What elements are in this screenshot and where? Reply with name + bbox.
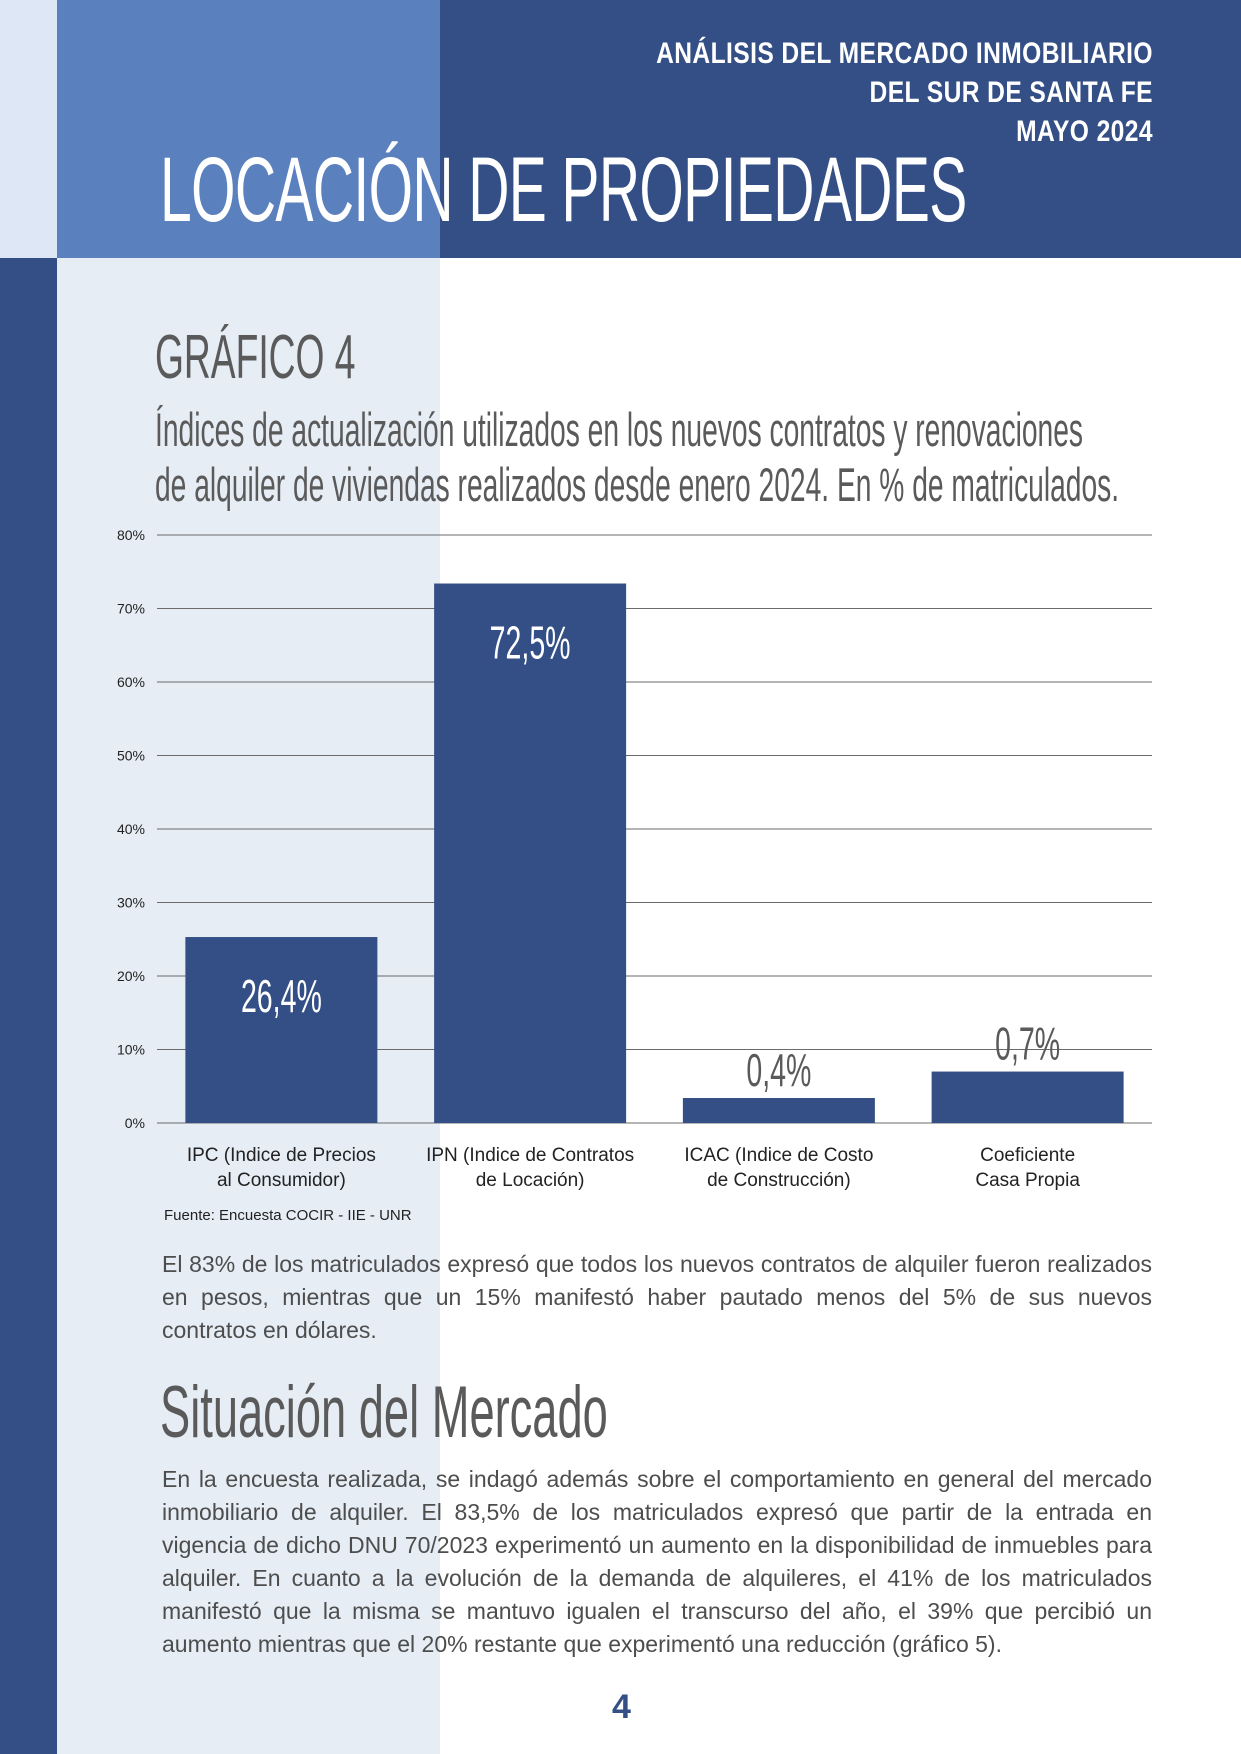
y-tick-label: 0% — [125, 1115, 145, 1131]
chart-source: Fuente: Encuesta COCIR - IIE - UNR — [164, 1207, 412, 1224]
page-number: 4 — [612, 1688, 631, 1726]
x-category-label: de Locación) — [476, 1170, 585, 1191]
y-tick-label: 20% — [117, 968, 145, 984]
left-strip — [0, 0, 57, 1754]
y-tick-label: 10% — [117, 1042, 145, 1058]
y-tick-label: 70% — [117, 601, 145, 617]
x-category-label: IPN (Indice de Contratos — [426, 1145, 634, 1166]
document-header: ANÁLISIS DEL MERCADO INMOBILIARIO DEL SU… — [656, 34, 1153, 151]
y-tick-label: 30% — [117, 895, 145, 911]
y-tick-label: 60% — [117, 674, 145, 690]
bar-value-label: 72,5% — [490, 618, 571, 670]
bar — [931, 1071, 1124, 1123]
bar-chart: 0% 10% 20% 30% 40% 50% 60% 70% 80% 26,4% IPC (Indi… — [117, 527, 1152, 1191]
top-corner-block — [0, 0, 57, 258]
bar-value-label: 0,4% — [746, 1045, 811, 1097]
paragraph-market: En la encuesta realizada, se indagó adem… — [162, 1466, 1152, 1657]
chart-label: GRÁFICO 4 — [155, 323, 356, 392]
section-title: LOCACIÓN DE PROPIEDADES — [160, 139, 967, 241]
chart-description-line-2: de alquiler de viviendas realizados desd… — [155, 458, 1120, 511]
x-category-label: Coeficiente — [980, 1145, 1075, 1166]
bar — [185, 937, 378, 1123]
header-line-1: ANÁLISIS DEL MERCADO INMOBILIARIO — [656, 37, 1153, 70]
x-category-label: al Consumidor) — [217, 1170, 346, 1191]
chart-description-line-1: Índices de actualización utilizados en l… — [155, 403, 1084, 456]
chart-description: Índices de actualización utilizados en l… — [155, 402, 1119, 512]
y-tick-label: 40% — [117, 821, 145, 837]
subsection-title: Situación del Mercado — [160, 1372, 608, 1453]
x-category-label: ICAC (Indice de Costo — [684, 1145, 873, 1166]
header-line-2: DEL SUR DE SANTA FE — [869, 76, 1153, 109]
bar — [682, 1098, 875, 1123]
paragraph-currency: El 83% de los matriculados expresó que t… — [162, 1251, 1152, 1343]
x-category-label: Casa Propia — [975, 1170, 1080, 1191]
y-tick-label: 50% — [117, 748, 145, 764]
bar — [434, 583, 627, 1123]
header-light-block — [57, 0, 440, 258]
bar-value-label: 26,4% — [241, 971, 322, 1023]
y-tick-label: 80% — [117, 527, 145, 543]
header-dark-block — [440, 0, 1241, 258]
x-category-label: de Construcción) — [707, 1170, 851, 1191]
x-category-label: IPC (Indice de Precios — [187, 1145, 376, 1166]
bar-value-label: 0,7% — [995, 1019, 1060, 1071]
header-line-3: MAYO 2024 — [1016, 115, 1153, 148]
